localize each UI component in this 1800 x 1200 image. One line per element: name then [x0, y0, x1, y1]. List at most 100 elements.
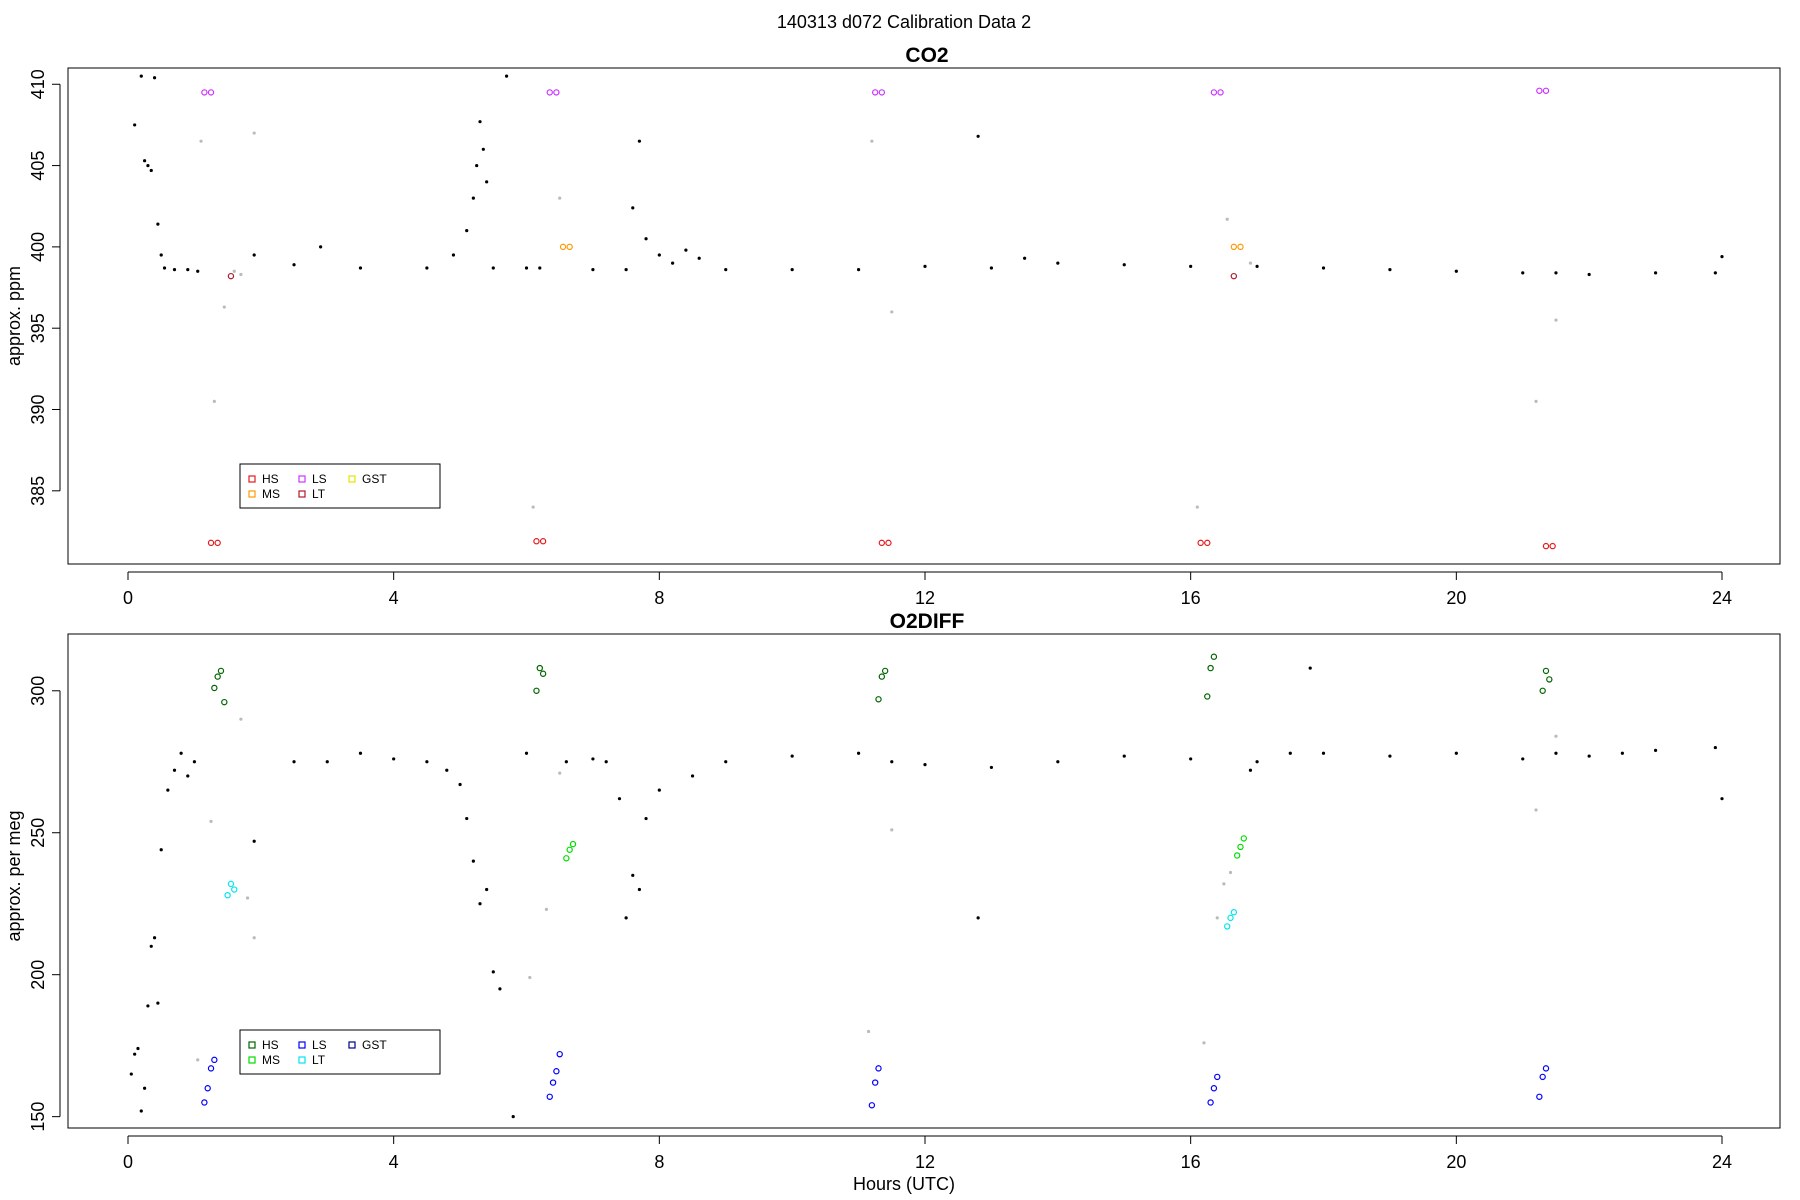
co2-x-tick-label: 24	[1712, 588, 1732, 608]
co2-point-flagged	[232, 269, 236, 273]
o2diff-point-ambient	[136, 1046, 140, 1051]
o2diff-point-ls	[553, 1068, 560, 1075]
co2-point-ambient	[856, 268, 861, 272]
o2diff-point-ambient	[149, 944, 153, 948]
o2diff-point-ambient	[392, 757, 396, 761]
co2-point-ambient	[637, 139, 642, 143]
o2diff-point-lt	[1227, 914, 1234, 922]
o2diff-point-ls	[211, 1056, 218, 1064]
o2diff-legend-marker	[298, 1056, 306, 1064]
co2-point-ambient	[491, 266, 495, 270]
o2diff-point-ls	[207, 1065, 215, 1072]
co2-point-flagged	[1534, 399, 1538, 403]
co2-point-ms	[1230, 243, 1238, 251]
co2-y-tick-label: 400	[28, 232, 48, 262]
o2diff-panel-title: O2DIFF	[890, 610, 965, 633]
co2-point-hs	[1197, 539, 1204, 547]
co2-axes: 0 4 8 12 16 20 24 385 390 395 400 405 410	[28, 69, 1732, 608]
o2diff-axes: 0 4 8 12 16 20 24 150 200 250 300	[28, 676, 1732, 1172]
co2-point-ambient	[1388, 268, 1392, 272]
co2-point-ambient	[252, 253, 256, 257]
co2-point-ambient	[451, 253, 456, 257]
co2-point-ls	[871, 89, 879, 96]
o2diff-legend-label: LT	[312, 1053, 326, 1067]
co2-point-flagged	[1225, 217, 1229, 221]
o2diff-point-ambient	[1248, 768, 1253, 772]
o2diff-point-ambient	[166, 788, 170, 792]
o2diff-legend-marker	[248, 1056, 256, 1064]
o2diff-point-ambient	[617, 797, 622, 801]
co2-legend-label: HS	[262, 472, 279, 486]
co2-x-tick-label: 8	[654, 588, 664, 608]
o2diff-point-hs	[217, 667, 225, 675]
co2-legend-marker	[298, 475, 306, 483]
x-axis-label: Hours (UTC)	[853, 1174, 955, 1194]
co2-point-flagged	[199, 139, 203, 143]
o2diff-x-tick-label: 24	[1712, 1152, 1732, 1172]
o2diff-point-hs	[221, 698, 228, 706]
o2diff-point-ambient	[1255, 760, 1259, 764]
o2diff-point-flagged	[252, 936, 256, 940]
o2diff-point-flagged	[1228, 870, 1233, 875]
co2-point-ms	[559, 243, 567, 251]
o2diff-point-ambient	[471, 859, 475, 863]
o2diff-point-ambient	[179, 751, 183, 755]
co2-point-ambient	[485, 180, 489, 184]
o2diff-legend-label: GST	[362, 1038, 387, 1052]
o2diff-point-flagged	[196, 1058, 200, 1062]
o2diff-point-ambient	[156, 1001, 160, 1005]
o2diff-y-tick-label: 300	[28, 676, 48, 706]
o2diff-point-ls	[871, 1079, 879, 1086]
o2diff-point-ls	[875, 1065, 882, 1072]
co2-point-ambient	[186, 268, 190, 272]
o2diff-point-hs	[1207, 664, 1214, 672]
co2-point-ambient	[471, 196, 475, 200]
co2-point-ambient	[159, 253, 163, 257]
co2-data-points	[133, 74, 1724, 550]
co2-point-ls	[553, 89, 560, 96]
o2diff-point-ambient	[1653, 748, 1658, 753]
figure-title: 140313 d072 Calibration Data 2	[777, 12, 1031, 32]
o2diff-point-ambient	[690, 774, 695, 778]
o2diff-point-ambient	[139, 1109, 143, 1113]
o2diff-point-ambient	[1587, 754, 1591, 758]
o2diff-point-ambient	[724, 760, 728, 764]
co2-point-ambient	[1056, 261, 1060, 265]
co2-point-ambient	[1454, 269, 1458, 273]
o2diff-point-ls	[1207, 1099, 1214, 1106]
o2diff-point-ms	[1237, 843, 1244, 851]
o2diff-point-ambient	[1308, 666, 1312, 670]
o2diff-point-ls	[1536, 1093, 1543, 1100]
co2-point-ambient	[538, 266, 542, 270]
co2-point-ambient	[139, 74, 143, 78]
o2diff-point-ambient	[1521, 757, 1525, 761]
co2-point-ls	[1542, 87, 1550, 94]
o2diff-x-tick-label: 8	[654, 1152, 664, 1172]
o2diff-point-ls	[868, 1102, 876, 1109]
o2diff-point-ambient	[856, 751, 861, 755]
o2diff-point-ambient	[172, 768, 177, 772]
co2-point-ls	[1210, 89, 1218, 96]
co2-legend-box	[239, 463, 441, 509]
o2diff-point-ambient	[1720, 797, 1724, 801]
o2diff-y-axis-label: approx. per meg	[4, 810, 24, 941]
o2diff-point-flagged	[245, 896, 250, 900]
co2-y-tick-label: 405	[28, 151, 48, 181]
co2-point-ambient	[196, 269, 200, 273]
co2-point-ms	[566, 243, 573, 251]
co2-point-ambient	[425, 266, 429, 270]
o2diff-point-ambient	[491, 970, 495, 974]
co2-point-ambient	[1122, 263, 1126, 267]
o2diff-point-ls	[1539, 1073, 1546, 1081]
co2-legend-marker	[348, 475, 356, 483]
co2-y-tick-label: 385	[28, 476, 48, 506]
co2-point-hs	[1204, 539, 1211, 547]
co2-point-hs	[533, 538, 540, 545]
co2-point-ambient	[1521, 271, 1525, 275]
co2-point-ambient	[156, 222, 160, 226]
o2diff-legend-marker	[298, 1041, 306, 1049]
o2diff-point-flagged	[866, 1029, 871, 1034]
co2-point-flagged	[1554, 318, 1558, 322]
o2diff-point-ambient	[485, 887, 489, 892]
co2-point-ambient	[162, 266, 167, 270]
